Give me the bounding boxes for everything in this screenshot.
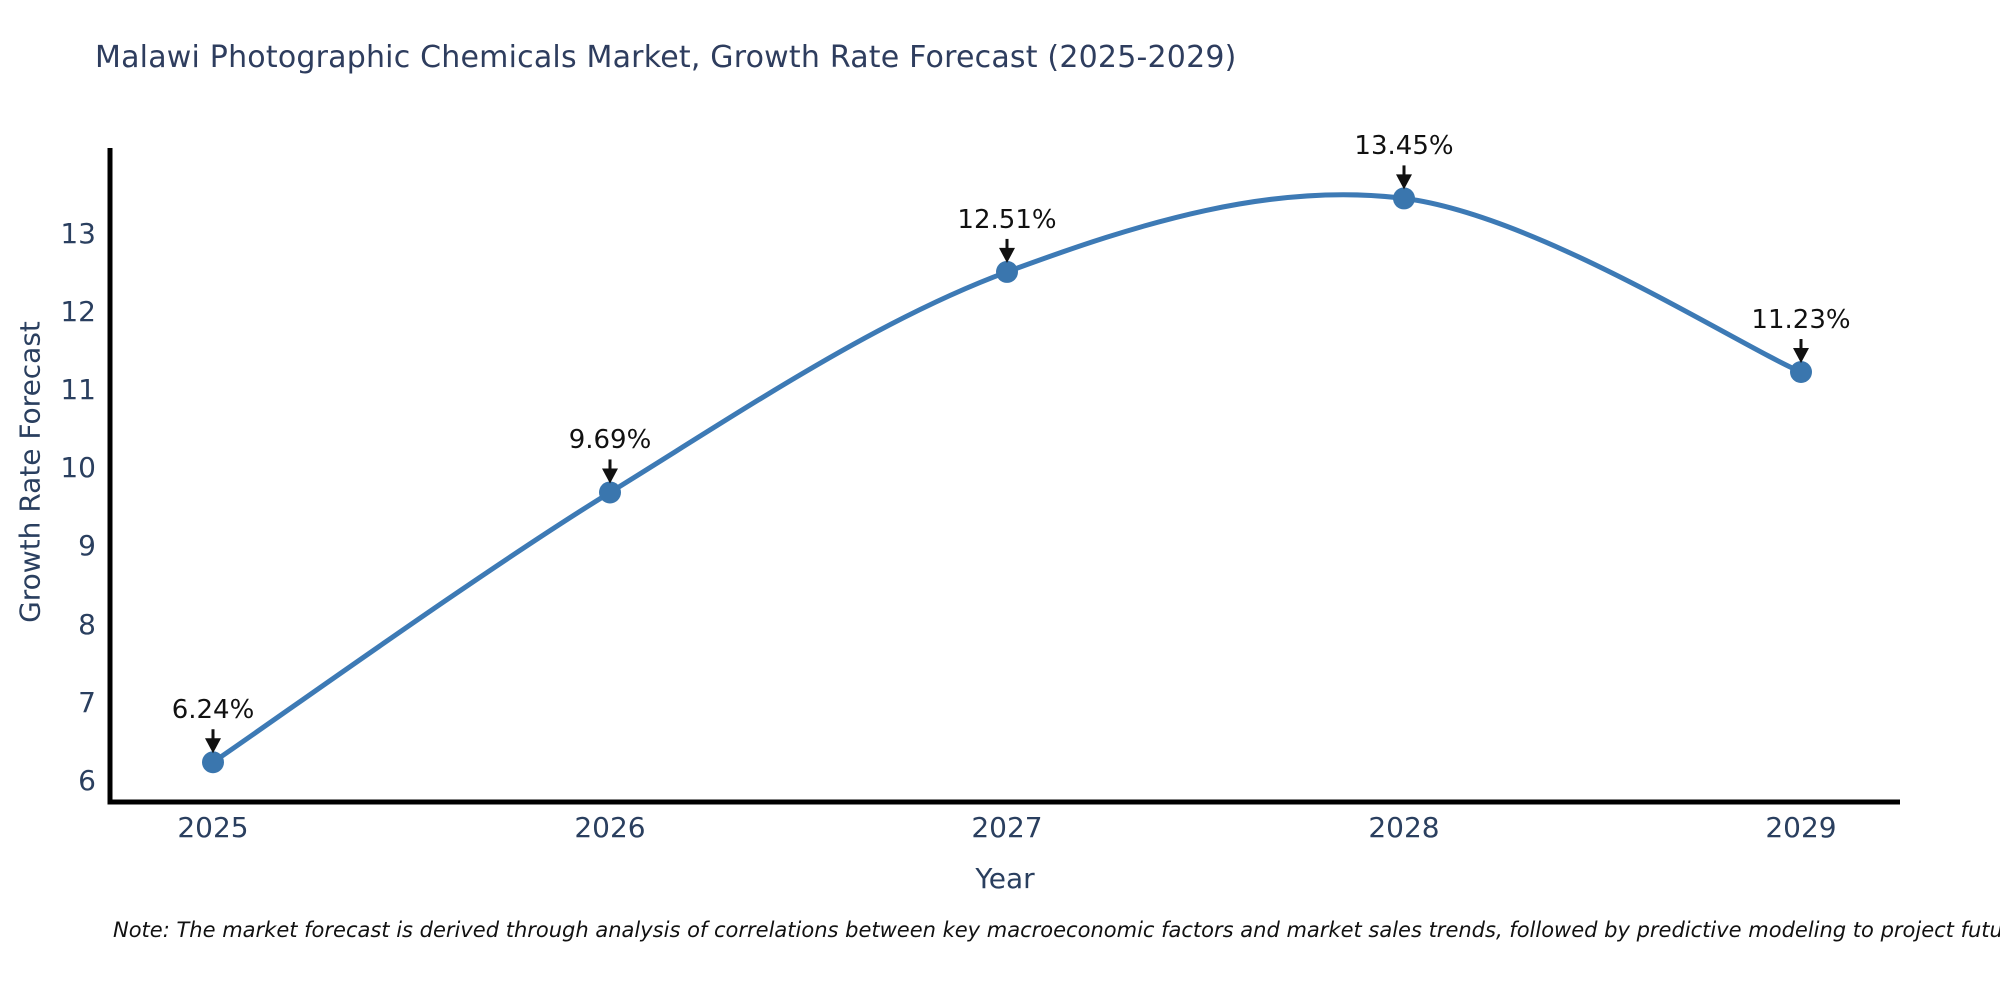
chart-title: Malawi Photographic Chemicals Market, Gr… (95, 40, 1237, 75)
y-tick-label: 7 (78, 685, 96, 719)
annotation-arrow-head (999, 247, 1015, 263)
point-annotation-label: 11.23% (1751, 305, 1851, 335)
annotation-arrow-head (1793, 348, 1809, 364)
annotation-arrow-head (602, 468, 618, 484)
x-axis-title: Year (975, 862, 1035, 895)
x-tick-label: 2028 (1368, 811, 1440, 844)
y-tick-label: 13 (60, 216, 96, 250)
point-annotation-label: 6.24% (171, 695, 255, 726)
y-tick-label: 10 (60, 451, 96, 485)
x-tick-label: 2025 (177, 811, 249, 844)
point-annotation-label: 9.69% (568, 425, 652, 456)
y-tick-label: 6 (78, 764, 96, 797)
point-annotation-label: 12.51% (957, 204, 1057, 235)
annotation-arrow-head (205, 738, 221, 754)
footnote: Note: The market forecast is derived thr… (113, 918, 2000, 942)
y-tick-label: 11 (60, 373, 96, 406)
x-tick-label: 2029 (1765, 811, 1837, 844)
x-tick-label: 2027 (971, 811, 1043, 844)
data-point-marker (1790, 361, 1812, 384)
point-annotation-label: 13.45% (1354, 131, 1454, 162)
y-tick-label: 12 (60, 294, 96, 328)
data-point-marker (996, 260, 1018, 283)
data-point-marker (599, 481, 621, 504)
series-layer (202, 187, 1812, 774)
x-tick-label: 2026 (574, 811, 646, 844)
y-tick-label: 8 (78, 607, 96, 641)
data-point-marker (1393, 187, 1415, 210)
axis-layer (107, 148, 1900, 805)
data-point-marker (202, 751, 224, 774)
annotation-arrows-layer (205, 165, 1809, 754)
y-tick-label: 9 (78, 529, 96, 563)
y-axis-title: Growth Rate Forecast (13, 321, 47, 623)
annotation-arrow-head (1396, 174, 1412, 190)
